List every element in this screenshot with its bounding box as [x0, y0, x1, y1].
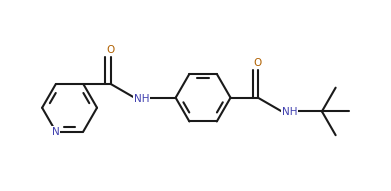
Text: N: N: [52, 126, 60, 137]
Text: NH: NH: [282, 107, 297, 117]
Text: O: O: [254, 58, 262, 68]
Text: NH: NH: [134, 94, 149, 104]
Text: O: O: [107, 45, 115, 55]
